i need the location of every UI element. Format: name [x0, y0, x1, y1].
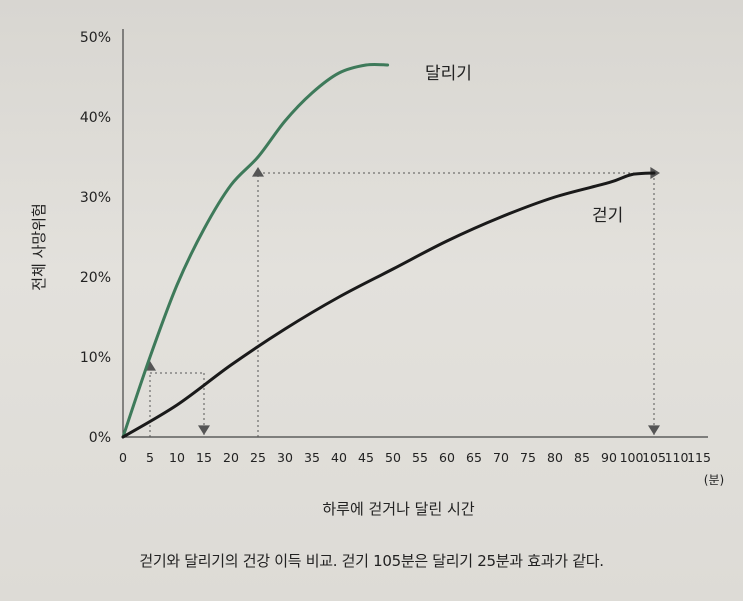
x-tick-label: 20	[223, 450, 239, 465]
x-tick-label: 25	[250, 450, 266, 465]
y-tick-label: 50%	[80, 30, 111, 46]
series-line-1	[121, 62, 390, 439]
x-tick-label: 100	[620, 450, 644, 465]
x-tick-label: 70	[493, 450, 509, 465]
x-tick-label: 65	[466, 450, 482, 465]
x-tick-label: 0	[119, 450, 127, 465]
x-tick-label: 55	[412, 450, 428, 465]
x-tick-label: 85	[574, 450, 590, 465]
x-tick-label: 10	[169, 450, 185, 465]
x-tick-label: 110	[665, 450, 689, 465]
x-axis-label: 하루에 걷거나 달린 시간	[322, 500, 475, 518]
series-line-2	[121, 171, 656, 439]
chart: 0% 10% 20% 30% 40% 50% 0 5 10 15 20 25 30 35 40 45 50 55 6…	[30, 29, 724, 518]
x-tick-label: 105	[642, 450, 666, 465]
arrow-head-15	[198, 425, 210, 435]
x-tick-label: 60	[439, 450, 455, 465]
x-tick-label: 115	[687, 450, 711, 465]
arrow-head-105	[648, 425, 660, 435]
x-tick-label: 45	[358, 450, 374, 465]
y-tick-label: 0%	[89, 430, 111, 446]
x-tick-label: 80	[547, 450, 563, 465]
x-tick-label: 75	[520, 450, 536, 465]
y-axis-label: 전체 사망위험	[30, 203, 48, 291]
x-tick-label: 90	[601, 450, 617, 465]
y-tick-label: 30%	[80, 190, 111, 206]
series-label-walking: 걷기	[592, 206, 623, 226]
x-tick-label: 35	[304, 450, 320, 465]
x-tick-label: 30	[277, 450, 293, 465]
x-tick-label: 40	[331, 450, 347, 465]
x-tick-label: 5	[146, 450, 154, 465]
series-label-running: 달리기	[425, 64, 472, 84]
figure-caption: 걷기와 달리기의 건강 이득 비교. 걷기 105분은 달리기 25분과 효과가…	[139, 552, 604, 570]
y-tick-label: 10%	[80, 350, 111, 366]
x-tick-label: 50	[385, 450, 401, 465]
arrow-head-25	[252, 167, 264, 177]
x-unit-label: (분)	[704, 473, 724, 487]
x-tick-label: 15	[196, 450, 212, 465]
y-tick-label: 40%	[80, 110, 111, 126]
y-tick-label: 20%	[80, 270, 111, 286]
